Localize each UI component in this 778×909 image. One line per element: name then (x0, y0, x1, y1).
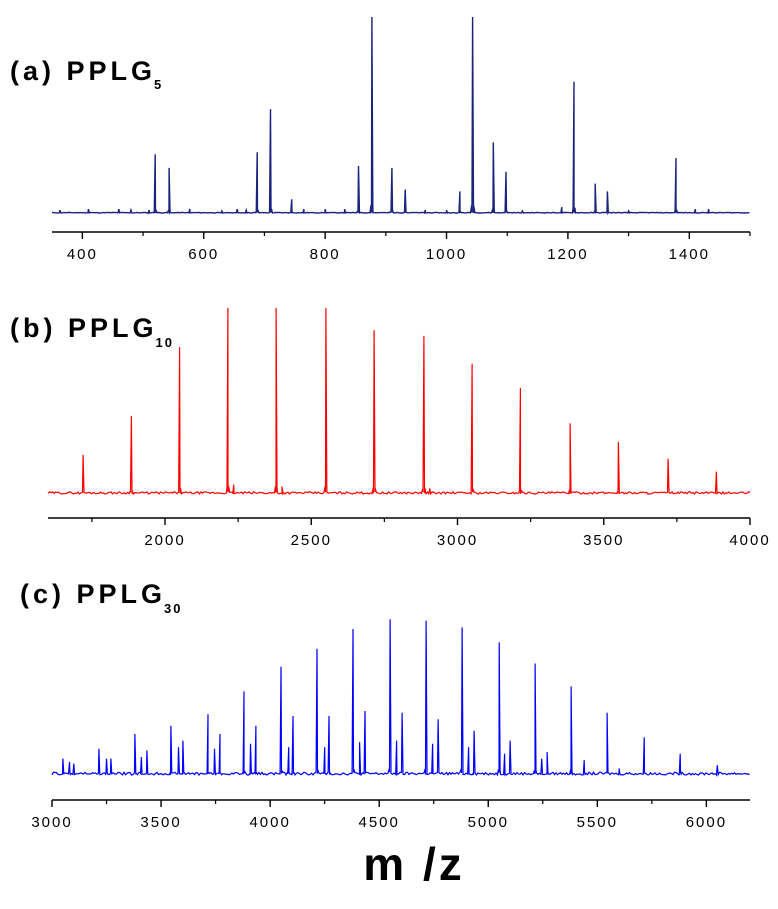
spectrum-trace-b (47, 307, 750, 496)
tick-label: 5500 (577, 814, 618, 831)
panel-b-title-subscript: 10 (156, 335, 174, 350)
x-axis-title: m /z (363, 838, 464, 890)
panel-c: (c) PPLG30 3000 3500 4000 4500 5000 5500 6000 (20, 579, 750, 831)
spectrum-trace-a (51, 16, 750, 216)
tick-label: 4000 (249, 814, 290, 831)
panel-b-title: (b) PPLG10 (10, 313, 174, 350)
spectrum-trace-c (51, 619, 750, 777)
panel-a-title: (a) PPLG5 (10, 56, 163, 92)
tick-label: 1400 (669, 246, 710, 263)
x-axis-b: 2000 2500 3000 3500 4000 (48, 517, 770, 549)
panel-c-title-subscript: 30 (164, 601, 182, 616)
tick-label: 3000 (437, 532, 478, 549)
tick-label: 5000 (468, 814, 509, 831)
panel-a-title-subscript: 5 (154, 77, 163, 92)
tick-label: 3500 (140, 814, 181, 831)
tick-label: 1200 (547, 246, 588, 263)
tick-label: 3500 (583, 532, 624, 549)
tick-label: 400 (67, 246, 98, 263)
tick-label: 4500 (359, 814, 400, 831)
tick-label: 4000 (729, 532, 770, 549)
panel-a: (a) PPLG5 400 600 800 1000 1200 1400 (10, 16, 751, 263)
tick-label: 600 (188, 246, 219, 263)
panel-c-title: (c) PPLG30 (20, 579, 182, 616)
tick-label: 1000 (426, 246, 467, 263)
tick-label: 800 (310, 246, 341, 263)
x-axis-a: 400 600 800 1000 1200 1400 (52, 231, 751, 263)
tick-label: 2000 (144, 532, 185, 549)
x-axis-c: 3000 3500 4000 4500 5000 5500 6000 (31, 799, 750, 831)
tick-label: 3000 (31, 814, 72, 831)
panel-b: (b) PPLG10 2000 2500 3000 3500 4000 (10, 307, 770, 549)
tick-label: 2500 (291, 532, 332, 549)
tick-label: 6000 (686, 814, 727, 831)
